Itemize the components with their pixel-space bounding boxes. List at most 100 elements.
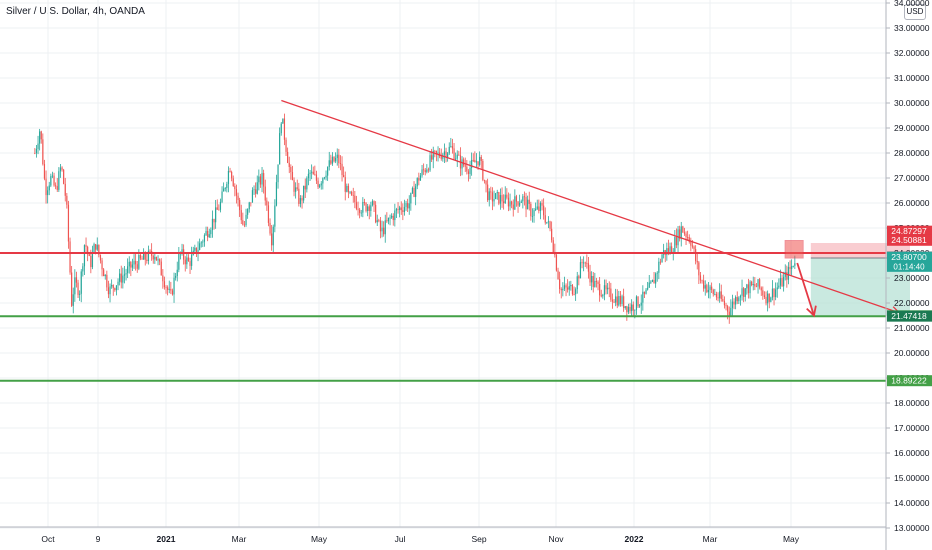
- price-label-bg: [887, 375, 932, 387]
- candle-body: [392, 215, 394, 221]
- candle-body: [707, 289, 710, 293]
- candle-body: [511, 201, 513, 205]
- candle-body: [275, 182, 278, 206]
- price-label-bg: [887, 225, 932, 237]
- candle-body: [736, 297, 738, 302]
- candle-body: [375, 204, 377, 223]
- candle-body: [786, 271, 788, 280]
- candle-body: [123, 274, 126, 276]
- price-label: 18.89222: [891, 375, 927, 385]
- price-label: 24.87297: [891, 226, 927, 236]
- candle-body: [592, 275, 594, 287]
- candle-body: [536, 206, 538, 209]
- candle-body: [474, 159, 476, 163]
- candle-body: [175, 276, 177, 278]
- candle-body: [267, 205, 270, 223]
- candle-body: [128, 261, 130, 267]
- candle-body: [415, 186, 417, 197]
- candle-body: [149, 250, 151, 252]
- candle-body: [506, 194, 508, 198]
- candle-body: [608, 287, 610, 289]
- projection-arrow: [796, 262, 815, 316]
- currency-button[interactable]: USD: [904, 4, 926, 20]
- candle-body: [471, 159, 473, 168]
- candle-body: [722, 299, 724, 301]
- candle-body: [762, 290, 764, 296]
- candle-body: [231, 171, 233, 179]
- candle-body: [522, 196, 524, 202]
- candle-body: [264, 186, 266, 201]
- short-position-tool[interactable]: [810, 243, 910, 316]
- candle-body: [541, 202, 543, 206]
- candle-body: [200, 242, 202, 244]
- candle-body: [656, 272, 658, 274]
- candle-body: [443, 151, 446, 155]
- candle-body: [88, 254, 90, 256]
- candle-body: [336, 154, 338, 159]
- candle-body: [381, 227, 383, 232]
- candle-body: [530, 203, 532, 217]
- candle-body: [176, 269, 178, 277]
- candle-body: [730, 307, 732, 316]
- candle-body: [704, 285, 706, 289]
- candle-body: [789, 266, 791, 270]
- candle-body: [194, 247, 196, 251]
- candle-body: [202, 241, 204, 243]
- candle-body: [296, 187, 298, 189]
- candle-body: [523, 196, 526, 198]
- candle-body: [711, 286, 713, 290]
- candle-body: [143, 252, 145, 260]
- candle-body: [210, 230, 212, 235]
- candle-body: [667, 248, 670, 252]
- candle-body: [547, 221, 550, 223]
- candle-body: [87, 246, 89, 255]
- candle-body: [79, 293, 81, 295]
- candle-body: [160, 261, 162, 276]
- candle-body: [715, 293, 718, 298]
- candle-body: [787, 266, 790, 280]
- candle-body: [367, 206, 369, 211]
- candle-body: [487, 184, 489, 201]
- candle-body: [624, 306, 626, 309]
- candle-body: [306, 178, 308, 190]
- candle-body: [683, 232, 686, 234]
- candle-body: [698, 262, 700, 276]
- candle-body: [69, 241, 71, 273]
- candle-body: [229, 170, 231, 172]
- stop-zone: [810, 243, 910, 258]
- candle-body: [211, 218, 214, 231]
- price-tick-label: 17.00000: [894, 423, 930, 433]
- price-label: 24.50881: [891, 235, 927, 245]
- candle-body: [437, 152, 439, 154]
- candle-body: [744, 288, 746, 297]
- price-tick-label: 16.00000: [894, 448, 930, 458]
- candle-body: [477, 161, 479, 165]
- candle-body: [133, 260, 135, 265]
- candle-body: [213, 218, 215, 223]
- candle-body: [197, 249, 199, 254]
- candle-body: [155, 256, 158, 261]
- candle-body: [315, 174, 318, 181]
- candle-body: [207, 230, 209, 238]
- candle-body: [423, 169, 425, 171]
- drawings[interactable]: [0, 99, 901, 382]
- candle-body: [407, 203, 409, 209]
- candle-body: [119, 273, 121, 282]
- candle-body: [613, 301, 615, 303]
- candle-body: [35, 148, 38, 154]
- projection-arrowhead: [806, 305, 817, 318]
- candle-body: [290, 167, 292, 173]
- candle-body: [205, 230, 207, 236]
- candle-body: [394, 210, 396, 221]
- candle-body: [568, 286, 570, 290]
- candle-body: [71, 272, 73, 306]
- candle-body: [688, 237, 690, 242]
- candle-body: [525, 197, 527, 210]
- candle-body: [114, 288, 116, 291]
- candle-body: [570, 284, 572, 287]
- candle-body: [583, 262, 585, 264]
- candle-body: [335, 158, 337, 162]
- candle-body: [731, 301, 734, 308]
- candle-body: [440, 156, 442, 159]
